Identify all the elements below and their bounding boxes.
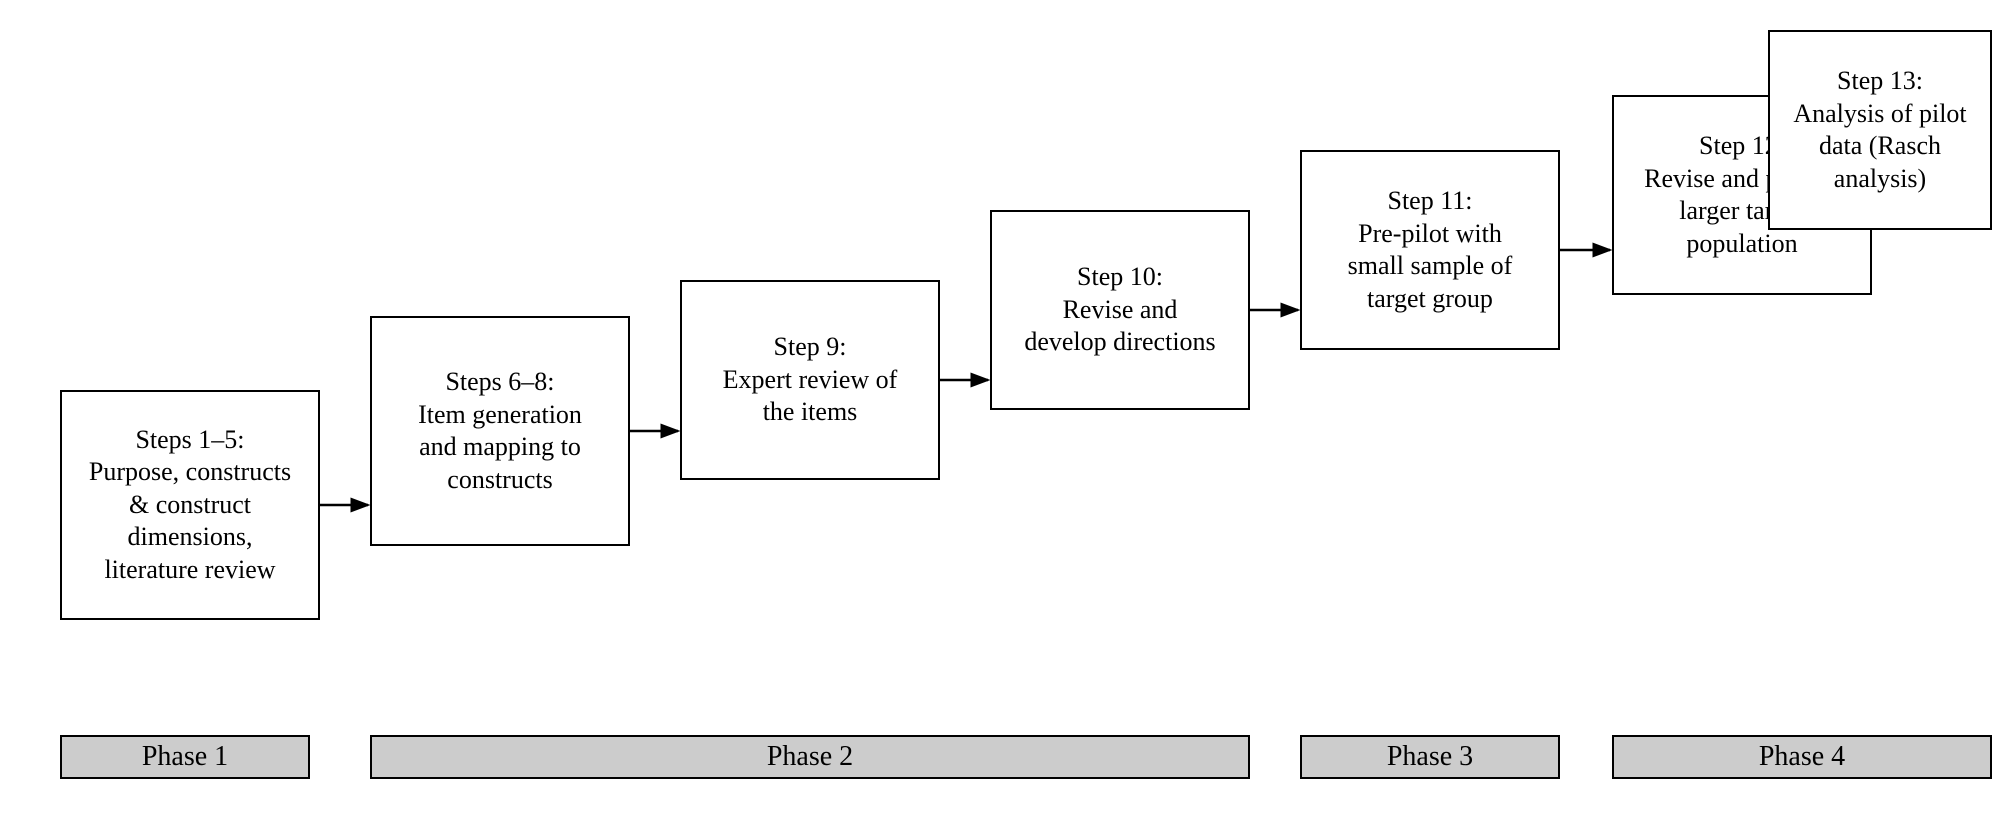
phase-label: Phase 2 bbox=[767, 741, 853, 773]
flow-node-n3: Step 9: Expert review of the items bbox=[680, 280, 940, 480]
flow-node-n2: Steps 6–8: Item generation and mapping t… bbox=[370, 316, 630, 546]
flow-node-label: Steps 6–8: Item generation and mapping t… bbox=[418, 366, 582, 496]
flow-node-n7: Step 13: Analysis of pilot data (Rasch a… bbox=[1768, 30, 1992, 230]
flow-node-n4: Step 10: Revise and develop directions bbox=[990, 210, 1250, 410]
phase-bar-p1: Phase 1 bbox=[60, 735, 310, 779]
flow-node-label: Step 9: Expert review of the items bbox=[723, 331, 898, 429]
phase-bar-p3: Phase 3 bbox=[1300, 735, 1560, 779]
phase-label: Phase 4 bbox=[1759, 741, 1845, 773]
phase-label: Phase 3 bbox=[1387, 741, 1473, 773]
phase-label: Phase 1 bbox=[142, 741, 228, 773]
flow-node-label: Step 13: Analysis of pilot data (Rasch a… bbox=[1793, 65, 1966, 195]
flow-node-n5: Step 11: Pre-pilot with small sample of … bbox=[1300, 150, 1560, 350]
phase-bar-p2: Phase 2 bbox=[370, 735, 1250, 779]
flow-node-label: Steps 1–5: Purpose, constructs & constru… bbox=[89, 424, 291, 587]
flow-node-label: Step 10: Revise and develop directions bbox=[1024, 261, 1215, 359]
phase-bar-p4: Phase 4 bbox=[1612, 735, 1992, 779]
flow-node-n1: Steps 1–5: Purpose, constructs & constru… bbox=[60, 390, 320, 620]
flow-node-label: Step 11: Pre-pilot with small sample of … bbox=[1348, 185, 1513, 315]
